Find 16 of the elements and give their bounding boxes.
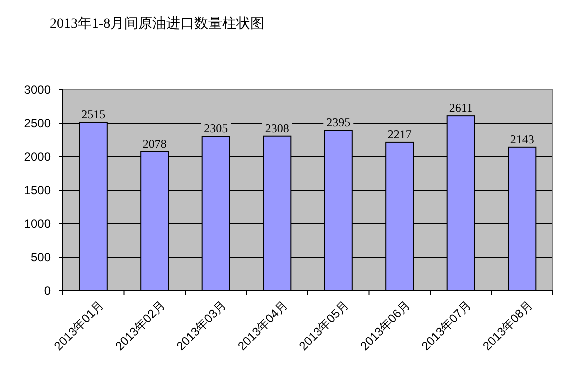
data-label: 2305 [204, 122, 228, 136]
data-label: 2143 [510, 132, 534, 146]
data-label: 2395 [326, 116, 351, 130]
y-tick-label: 0 [44, 284, 52, 298]
chart-title: 2013年1-8月间原油进口数量柱状图 [50, 16, 265, 32]
data-label: 2217 [388, 127, 412, 142]
y-tick-label: 2500 [24, 116, 52, 131]
y-tick-label: 1000 [24, 217, 52, 232]
y-tick-label: 500 [30, 250, 52, 265]
y-tick-label: 3000 [24, 83, 52, 98]
data-label: 2515 [82, 107, 106, 122]
data-label: 2611 [449, 101, 473, 116]
y-tick-label: 2000 [24, 150, 52, 164]
data-label: 2078 [142, 136, 167, 151]
y-tick-label: 1500 [24, 184, 52, 198]
data-label: 2308 [265, 121, 290, 136]
